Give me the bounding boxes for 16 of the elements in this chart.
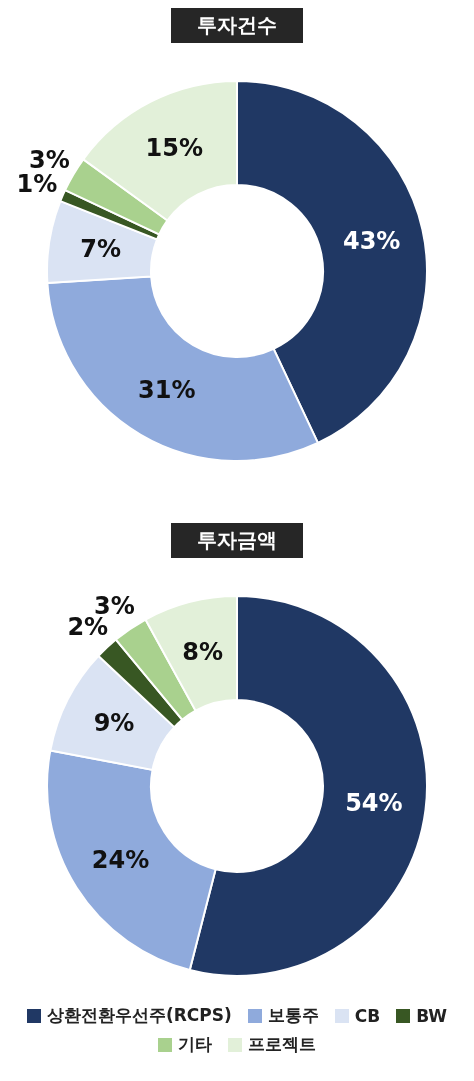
data-label: 9% (93, 709, 135, 738)
data-label: 31% (138, 375, 196, 404)
legend-label: CB (353, 1004, 381, 1027)
legend-label: 기타 (177, 1033, 212, 1056)
data-label: 24% (91, 845, 150, 874)
chart-title: 투자금액 (171, 523, 303, 558)
legend-label: 상환전환우선주(RCPS) (46, 1004, 232, 1027)
data-label: 54% (345, 789, 403, 818)
data-label: 8% (182, 638, 224, 667)
legend-label: 프로젝트 (247, 1033, 316, 1056)
data-label: 7% (80, 235, 122, 264)
data-label: 43% (342, 226, 401, 255)
legend-label: 보통주 (266, 1004, 319, 1027)
data-label: 15% (145, 134, 204, 163)
chart-title: 투자건수 (171, 8, 303, 43)
legend-label: BW (415, 1004, 448, 1027)
